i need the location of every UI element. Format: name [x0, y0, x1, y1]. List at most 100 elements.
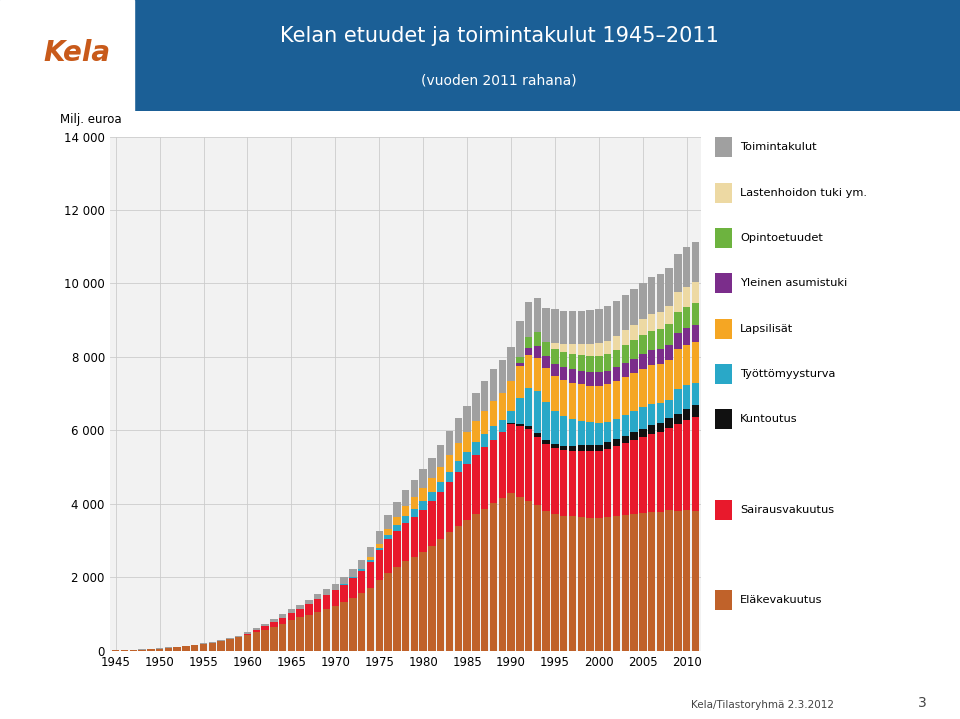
Bar	[674, 293, 682, 312]
Bar	[445, 431, 453, 455]
Bar	[437, 539, 444, 651]
Bar	[612, 381, 620, 418]
Bar	[674, 312, 682, 333]
Bar	[534, 347, 541, 358]
Bar	[560, 446, 567, 450]
Bar	[516, 321, 523, 357]
Bar	[568, 354, 576, 370]
Bar	[587, 451, 594, 518]
Bar	[551, 376, 559, 411]
Bar	[692, 242, 699, 282]
Bar	[542, 441, 550, 444]
Bar	[551, 343, 559, 349]
Bar	[375, 580, 383, 651]
Bar	[604, 442, 612, 449]
Bar	[358, 593, 366, 651]
Bar	[402, 516, 409, 523]
Bar	[384, 515, 392, 529]
Bar	[455, 462, 462, 472]
Bar	[208, 643, 216, 651]
Bar	[411, 498, 419, 508]
Bar	[227, 639, 233, 651]
Bar	[665, 306, 673, 324]
Text: Lapsilisät: Lapsilisät	[740, 324, 793, 334]
Bar	[595, 344, 603, 356]
Text: 3: 3	[918, 697, 926, 710]
Bar	[612, 367, 620, 381]
Bar	[261, 630, 269, 651]
Bar	[674, 389, 682, 414]
Bar	[402, 506, 409, 516]
Bar	[367, 562, 374, 587]
Bar	[261, 626, 269, 630]
Bar	[244, 634, 252, 635]
Bar	[551, 349, 559, 364]
Text: Työttömyysturva: Työttömyysturva	[740, 369, 835, 379]
Bar	[639, 436, 646, 513]
Bar	[560, 352, 567, 367]
Bar	[314, 612, 322, 651]
Bar	[402, 562, 409, 651]
Bar	[305, 600, 313, 604]
Bar	[631, 359, 637, 373]
Bar	[270, 619, 277, 622]
Bar	[428, 501, 436, 546]
Bar	[542, 342, 550, 356]
Bar	[375, 551, 383, 580]
Bar	[551, 514, 559, 651]
Bar	[560, 450, 567, 516]
Bar	[612, 350, 620, 367]
Bar	[568, 370, 576, 383]
Bar	[542, 308, 550, 342]
Bar	[393, 525, 400, 531]
Bar	[358, 560, 366, 569]
Bar	[464, 406, 470, 432]
Bar	[657, 364, 664, 403]
Bar	[472, 421, 480, 442]
Bar	[674, 333, 682, 349]
Bar	[568, 451, 576, 516]
Bar	[621, 515, 629, 651]
Bar	[525, 349, 533, 355]
Bar	[587, 385, 594, 422]
Bar	[683, 385, 690, 409]
Bar	[235, 637, 243, 651]
Bar	[657, 423, 664, 432]
Bar	[534, 298, 541, 332]
Bar	[191, 644, 199, 646]
Bar	[252, 628, 260, 631]
Bar	[472, 442, 480, 455]
Bar	[683, 287, 690, 307]
Bar	[639, 283, 646, 319]
Bar	[375, 531, 383, 544]
Bar	[367, 557, 374, 560]
Bar	[252, 632, 260, 651]
Bar	[288, 613, 295, 620]
Bar	[639, 335, 646, 354]
Bar	[578, 355, 585, 371]
Bar	[393, 531, 400, 567]
Bar	[420, 488, 427, 501]
Bar	[639, 369, 646, 408]
Bar	[621, 436, 629, 443]
Bar	[481, 411, 489, 434]
Bar	[428, 493, 436, 501]
Bar	[560, 380, 567, 416]
Bar	[534, 332, 541, 347]
Bar	[621, 295, 629, 330]
Bar	[331, 584, 339, 590]
Bar	[464, 452, 470, 464]
Bar	[665, 268, 673, 306]
Bar	[516, 497, 523, 651]
Bar	[393, 567, 400, 651]
Bar	[568, 311, 576, 344]
Bar	[270, 627, 277, 651]
Bar	[367, 560, 374, 562]
Bar	[305, 615, 313, 651]
Bar	[674, 424, 682, 511]
Bar	[648, 365, 656, 404]
Bar	[604, 384, 612, 421]
Bar	[692, 417, 699, 511]
Bar	[437, 467, 444, 482]
Bar	[182, 646, 190, 651]
